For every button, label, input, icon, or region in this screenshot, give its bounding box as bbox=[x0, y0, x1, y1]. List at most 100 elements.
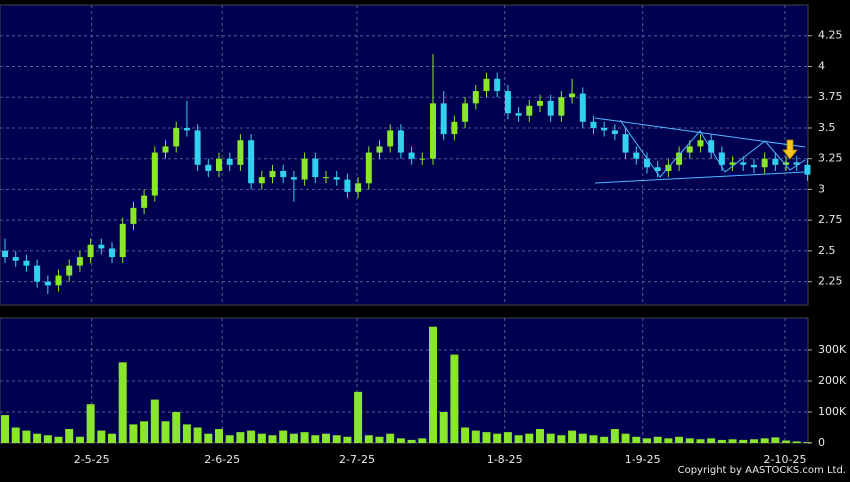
candle-body bbox=[783, 162, 790, 165]
candle-body bbox=[205, 164, 212, 171]
x-tick-label: 1-8-25 bbox=[487, 453, 523, 466]
volume-bar bbox=[514, 435, 523, 443]
y-tick-label: 3.75 bbox=[818, 90, 843, 103]
volume-bar bbox=[150, 399, 159, 443]
volume-bar bbox=[632, 436, 641, 443]
volume-bar bbox=[525, 433, 534, 443]
volume-bar bbox=[161, 421, 170, 443]
volume-bar bbox=[140, 421, 149, 443]
volume-tick-label: 0 bbox=[818, 436, 825, 449]
copyright: Copyright by AASTOCKS.com Ltd. bbox=[678, 465, 846, 476]
volume-bar bbox=[354, 391, 363, 443]
candle-body bbox=[429, 103, 436, 159]
candle-body bbox=[312, 158, 319, 178]
volume-bar bbox=[461, 427, 470, 443]
volume-bar bbox=[685, 438, 694, 443]
candle-body bbox=[494, 78, 501, 92]
volume-bar bbox=[642, 438, 651, 443]
volume-bar bbox=[407, 439, 416, 443]
candle-body bbox=[397, 130, 404, 153]
volume-bar bbox=[707, 438, 716, 443]
candle-body bbox=[226, 158, 233, 165]
y-tick-label: 2.25 bbox=[818, 275, 843, 288]
candle-body bbox=[536, 100, 543, 106]
y-tick-label: 4.25 bbox=[818, 29, 843, 42]
candle-body bbox=[141, 195, 148, 208]
y-tick-label: 4 bbox=[818, 59, 825, 72]
volume-bar bbox=[108, 433, 117, 443]
candle-body bbox=[258, 177, 265, 184]
candle-body bbox=[579, 93, 586, 122]
candle-body bbox=[109, 248, 116, 258]
candle-body bbox=[633, 152, 640, 159]
x-tick-label: 2-6-25 bbox=[204, 453, 240, 466]
y-tick-label: 3 bbox=[818, 182, 825, 195]
volume-bar bbox=[279, 430, 288, 443]
candle-body bbox=[301, 158, 308, 180]
candle-body bbox=[708, 140, 715, 153]
candle-body bbox=[365, 152, 372, 184]
volume-bar bbox=[43, 435, 52, 443]
candle-body bbox=[590, 121, 597, 128]
volume-bar bbox=[717, 439, 726, 443]
candle-body bbox=[622, 134, 629, 153]
candle-body bbox=[793, 162, 800, 165]
volume-bar bbox=[792, 441, 801, 443]
candle-body bbox=[248, 140, 255, 184]
candle-body bbox=[376, 146, 383, 153]
volume-bar bbox=[364, 435, 373, 443]
volume-bar bbox=[428, 326, 437, 443]
candle-body bbox=[526, 105, 533, 116]
candle-body bbox=[76, 257, 83, 266]
candle-body bbox=[601, 127, 608, 131]
volume-tick-label: 200K bbox=[818, 374, 847, 387]
candle-body bbox=[183, 127, 190, 131]
candle-body bbox=[750, 164, 757, 168]
volume-bar bbox=[728, 439, 737, 443]
volume-bar bbox=[65, 429, 74, 443]
candle-body bbox=[643, 158, 650, 168]
volume-bar bbox=[771, 437, 780, 443]
volume-bar bbox=[129, 424, 138, 443]
y-tick-label: 3.5 bbox=[818, 121, 836, 134]
candle-body bbox=[355, 183, 362, 192]
volume-bar bbox=[257, 433, 266, 443]
candle-body bbox=[676, 152, 683, 165]
candle-body bbox=[451, 121, 458, 135]
volume-bar bbox=[33, 433, 42, 443]
candle-body bbox=[440, 103, 447, 135]
candle-body bbox=[2, 250, 9, 258]
candle-body bbox=[173, 127, 180, 147]
volume-bar bbox=[215, 429, 224, 443]
volume-bar bbox=[471, 430, 480, 443]
volume-bar bbox=[172, 411, 181, 443]
volume-bar bbox=[749, 439, 758, 443]
lower-trendline bbox=[594, 171, 806, 184]
volume-bar bbox=[696, 439, 705, 443]
y-tick-label: 2.5 bbox=[818, 244, 836, 257]
candle-body bbox=[290, 177, 297, 180]
volume-bar bbox=[739, 439, 748, 443]
volume-bar bbox=[86, 404, 95, 443]
candle-body bbox=[772, 158, 779, 165]
candle-body bbox=[462, 103, 469, 122]
candle-body bbox=[98, 244, 105, 249]
volume-bar bbox=[225, 435, 234, 443]
candle-body bbox=[119, 223, 126, 258]
candle-body bbox=[515, 113, 522, 116]
candle-body bbox=[558, 97, 565, 116]
candle-body bbox=[162, 146, 169, 153]
candle-body bbox=[216, 158, 223, 171]
volume-bar bbox=[610, 429, 619, 443]
candle-body bbox=[569, 93, 576, 98]
candle-body bbox=[194, 130, 201, 165]
volume-bar bbox=[289, 433, 298, 443]
candle-body bbox=[729, 162, 736, 165]
volume-bar bbox=[118, 362, 127, 443]
volume-bar bbox=[503, 432, 512, 443]
volume-bar bbox=[557, 435, 566, 443]
candle-body bbox=[419, 158, 426, 160]
volume-bar bbox=[418, 438, 427, 443]
candle-body bbox=[280, 170, 287, 178]
volume-bar bbox=[600, 436, 609, 443]
